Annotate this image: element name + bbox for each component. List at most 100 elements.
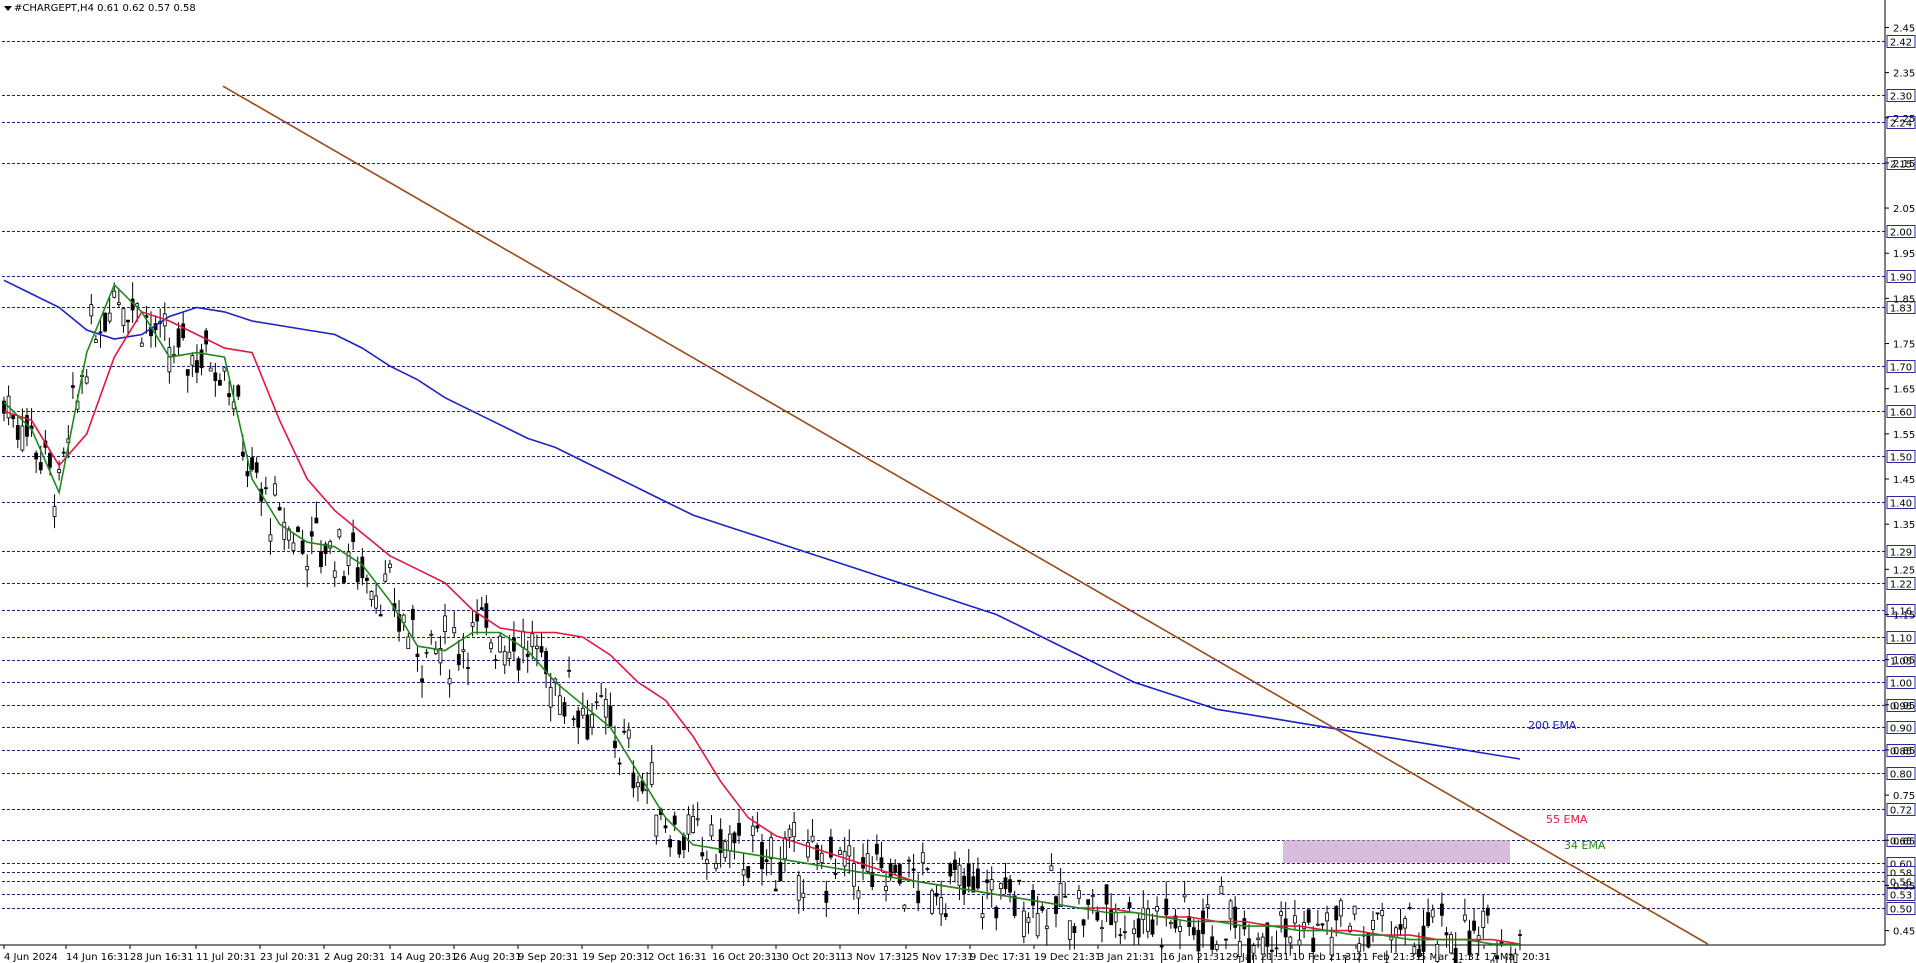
candle-body	[544, 651, 548, 675]
candle-body	[139, 342, 144, 347]
candle-body	[953, 859, 957, 870]
candle-body	[346, 551, 351, 567]
candle-body	[337, 529, 342, 538]
level-label: 0.95	[1890, 702, 1912, 713]
level-label-box	[1886, 888, 1916, 901]
candle-body	[691, 816, 695, 834]
candle-body	[286, 528, 291, 541]
candle-body	[268, 534, 273, 542]
y-tick-label: 0.45	[1893, 927, 1915, 938]
y-tick-label: 2.25	[1893, 114, 1915, 125]
ema200-line[interactable]	[3, 279, 1521, 760]
level-label: 0.50	[1890, 905, 1912, 916]
candle-body	[874, 843, 879, 855]
downtrend-line[interactable]	[222, 85, 1709, 945]
candle-body	[309, 531, 314, 537]
candle-body	[1495, 955, 1499, 960]
level-label-box	[1886, 450, 1916, 463]
candle-body	[328, 541, 333, 549]
candle-body	[851, 863, 856, 887]
candle-body	[746, 866, 751, 878]
x-tick-label: 9 Dec 17:31	[970, 952, 1031, 963]
candle-body	[930, 890, 934, 914]
candle-body	[1440, 903, 1444, 916]
candle-body	[57, 469, 62, 474]
candle-body	[567, 669, 571, 672]
candle-body	[897, 864, 902, 884]
y-tick-label: 0.55	[1893, 881, 1915, 892]
candle-body	[911, 868, 916, 871]
candle-body	[93, 339, 98, 343]
candle-body	[1081, 919, 1086, 926]
candle-body	[447, 678, 452, 685]
candle-body	[1343, 955, 1348, 959]
support-zone[interactable]	[1283, 840, 1510, 863]
candle-body	[332, 570, 337, 578]
candle-body	[985, 879, 990, 883]
candle-body	[1214, 944, 1219, 950]
candle-body	[1389, 936, 1394, 941]
candle-body	[631, 772, 636, 789]
candle-body	[580, 707, 585, 716]
y-tick-label: 1.55	[1893, 430, 1915, 441]
level-label: 1.29	[1890, 548, 1912, 559]
candle-body	[254, 462, 259, 473]
candle-body	[548, 687, 553, 708]
candle-body	[314, 517, 319, 524]
x-tick-label: 21 Feb 21:31	[1356, 952, 1422, 963]
level-label: 1.16	[1890, 607, 1912, 618]
candle-body	[1205, 904, 1210, 908]
x-tick-label: 19 Sep 20:31	[582, 952, 649, 963]
candle-body	[769, 837, 774, 860]
candle-body	[525, 653, 530, 657]
candle-body	[562, 702, 567, 717]
candle-body	[438, 648, 443, 664]
candle-body	[1430, 909, 1435, 918]
ema34-line[interactable]	[3, 283, 1520, 945]
x-tick-label: 10 Feb 21:31	[1292, 952, 1358, 963]
level-label: 0.72	[1890, 806, 1912, 817]
level-label-box	[1886, 405, 1916, 418]
candle-body	[571, 718, 576, 721]
candle-body	[456, 654, 461, 666]
level-label: 1.83	[1890, 304, 1912, 315]
candle-body	[300, 540, 305, 554]
candle-body	[1417, 949, 1421, 958]
candle-body	[1123, 931, 1127, 934]
level-label: 1.40	[1890, 499, 1912, 510]
candle-body	[98, 331, 103, 334]
candle-body	[1449, 934, 1453, 954]
x-tick-label: 4 Jun 2024	[4, 952, 58, 963]
y-tick-label: 2.05	[1893, 204, 1915, 215]
level-label: 1.00	[1890, 679, 1912, 690]
candle-body	[38, 462, 43, 471]
candle-body	[493, 659, 498, 662]
candle-body	[2, 400, 6, 414]
candle-body	[819, 852, 824, 863]
candle-body	[1040, 906, 1045, 911]
x-tick-label: 2 Oct 16:31	[648, 952, 707, 963]
y-tick-label: 2.35	[1893, 69, 1915, 80]
candle-body	[305, 565, 310, 571]
level-label-box	[1886, 225, 1916, 238]
candle-body	[1021, 910, 1026, 938]
candle-body	[530, 633, 535, 648]
level-label: 1.60	[1890, 408, 1912, 419]
candle-body	[420, 678, 424, 683]
candle-body	[879, 857, 884, 869]
candle-body	[475, 613, 480, 622]
y-tick-label: 1.65	[1893, 385, 1915, 396]
candle-body	[365, 577, 369, 581]
candle-body	[663, 825, 668, 829]
candle-body	[236, 385, 241, 397]
candle-body	[1026, 917, 1031, 923]
x-axis-ticks: 4 Jun 2024 14 Jun 16:31 28 Jun 16:31 11 Jul…	[3, 945, 1551, 963]
candle-body	[112, 290, 117, 298]
candle-body	[126, 319, 130, 323]
candle-body	[1233, 906, 1238, 928]
candle-body	[291, 542, 296, 551]
candle-body	[709, 824, 714, 837]
candle-body	[1178, 926, 1182, 932]
